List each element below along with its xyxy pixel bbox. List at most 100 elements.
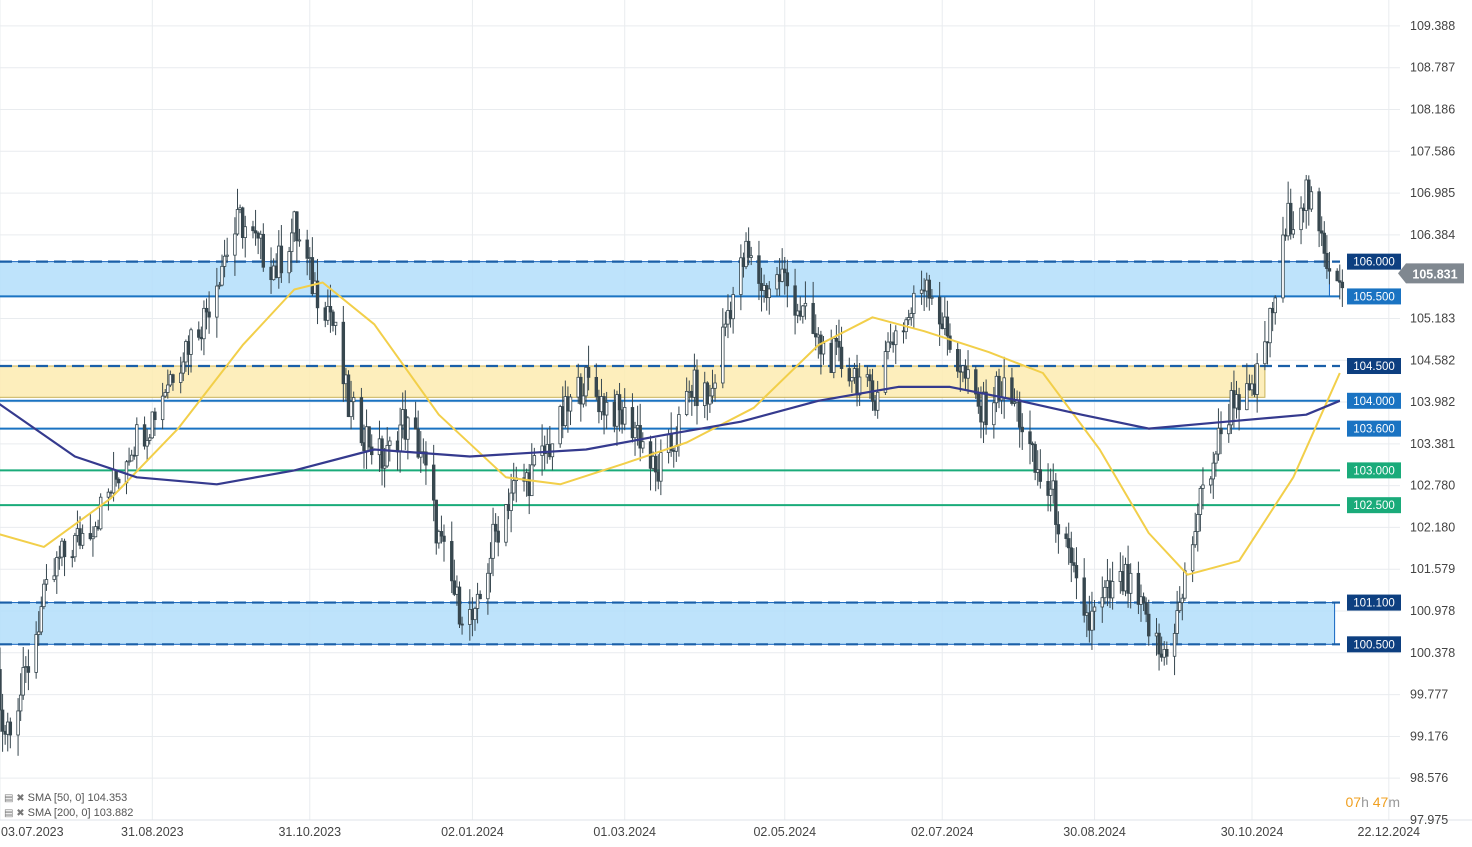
candle-body	[1020, 426, 1024, 433]
candle	[684, 377, 689, 417]
candle	[1219, 411, 1223, 455]
candle	[204, 298, 209, 330]
y-tick-label: 99.176	[1410, 729, 1448, 743]
candle	[1317, 187, 1321, 248]
candle-body	[240, 207, 245, 238]
candle	[695, 359, 699, 425]
candle	[875, 380, 880, 419]
candle	[1056, 511, 1061, 554]
legend-sma-50[interactable]: ▤ ✖ SMA [50, 0] 104.353	[4, 792, 127, 804]
level-tag-text: 106.000	[1353, 257, 1395, 269]
candle	[638, 403, 642, 462]
candle	[837, 319, 841, 362]
candle-body	[623, 407, 627, 425]
candle-body	[677, 414, 681, 446]
candle	[1268, 307, 1272, 358]
candle-body	[1147, 613, 1151, 637]
candle	[857, 362, 862, 406]
candle	[279, 225, 284, 283]
candle	[261, 223, 266, 272]
candle-body	[215, 285, 219, 318]
candle	[984, 379, 988, 435]
level-tag-text: 105.500	[1353, 291, 1395, 303]
candle-body	[488, 557, 493, 574]
candle	[1289, 188, 1293, 240]
candle-body	[42, 583, 46, 608]
level-tag-text: 102.500	[1353, 500, 1395, 512]
sma200-settings-icon[interactable]: ▤ ✖	[4, 807, 25, 819]
candle	[331, 309, 335, 332]
candle-body	[659, 452, 663, 482]
candle-body	[1317, 191, 1321, 232]
y-tick-label: 98.576	[1410, 771, 1448, 785]
candle-body	[1178, 602, 1182, 612]
candle	[215, 267, 219, 338]
candle-body	[163, 392, 167, 397]
candle-body	[251, 226, 255, 232]
sma200-legend-label: SMA [200, 0] 103.882	[27, 807, 134, 819]
candle-body	[80, 533, 85, 546]
candle-body	[1255, 363, 1259, 395]
candle-body	[16, 710, 20, 736]
candle-body	[1069, 547, 1073, 564]
candle	[757, 240, 761, 301]
candle	[150, 411, 155, 439]
candle-body	[457, 586, 462, 625]
candle-body	[834, 338, 839, 342]
candle-body	[532, 455, 537, 466]
candle-body	[385, 445, 389, 467]
candle-body	[1180, 597, 1185, 604]
candle	[287, 246, 291, 284]
candle	[1038, 449, 1043, 489]
sma-200-line	[0, 385, 1341, 486]
candle	[850, 377, 854, 393]
candle	[1319, 216, 1324, 247]
candle-body	[413, 417, 418, 430]
candle	[749, 246, 753, 266]
candle-body	[106, 491, 111, 498]
level-tag-105.500: 105.500	[1347, 288, 1401, 305]
candle	[431, 444, 436, 522]
candle-body	[473, 608, 477, 621]
candle	[80, 524, 85, 550]
candle	[310, 237, 315, 297]
candle-body	[207, 311, 211, 318]
x-tick-label: 02.01.2024	[441, 825, 504, 839]
candle	[586, 345, 591, 391]
candle	[450, 521, 454, 594]
level-tag-104.000: 104.000	[1347, 392, 1401, 409]
candle-body	[450, 541, 454, 582]
candle-body	[225, 254, 229, 257]
candle	[723, 311, 728, 337]
candle	[1196, 503, 1200, 552]
candle-body	[346, 374, 351, 418]
candle	[834, 325, 839, 356]
candle	[1255, 353, 1259, 413]
level-tag-104.500: 104.500	[1347, 358, 1401, 375]
candle	[62, 538, 67, 577]
candle	[1216, 408, 1221, 461]
candle-body	[0, 669, 2, 711]
candle	[1325, 235, 1329, 279]
candle	[1165, 641, 1169, 665]
candle	[55, 551, 59, 594]
candle-body	[803, 302, 808, 307]
candle	[73, 532, 77, 562]
legend-sma-200[interactable]: ▤ ✖ SMA [200, 0] 103.882	[4, 807, 133, 819]
candle-body	[811, 302, 815, 334]
candle-body	[406, 417, 410, 440]
sma50-settings-icon[interactable]: ▤ ✖	[4, 792, 25, 804]
candle	[956, 342, 960, 378]
candle-body	[202, 307, 206, 340]
candle-body	[1002, 377, 1006, 398]
candle-body	[821, 342, 826, 355]
candle-body	[1136, 572, 1141, 605]
candle-body	[509, 492, 513, 511]
candle-body	[1067, 538, 1071, 549]
candle-body	[1010, 377, 1014, 404]
candle-body	[431, 464, 436, 501]
candle-body	[181, 361, 185, 374]
candle-body	[604, 401, 609, 416]
